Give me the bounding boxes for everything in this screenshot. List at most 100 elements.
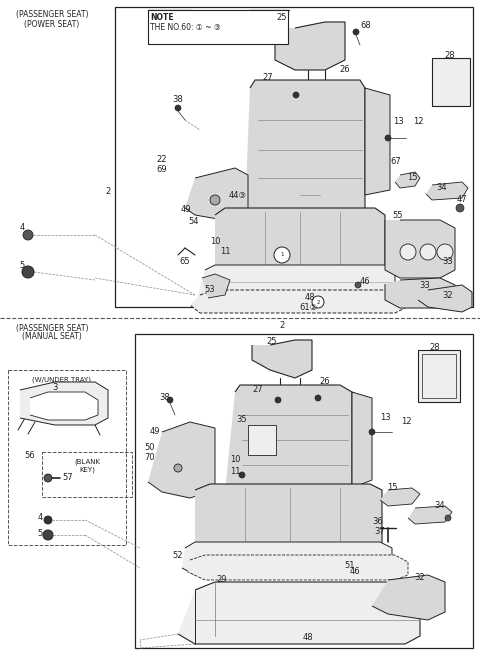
Circle shape [369, 429, 375, 435]
Text: 34: 34 [437, 184, 447, 192]
Text: (PASSENGER SEAT): (PASSENGER SEAT) [16, 323, 88, 333]
Text: 32: 32 [443, 291, 453, 300]
Circle shape [456, 204, 464, 212]
Text: 1: 1 [280, 253, 284, 258]
Text: 70: 70 [144, 453, 156, 462]
Text: NOTE: NOTE [150, 14, 174, 22]
Text: 25: 25 [277, 14, 287, 22]
Bar [135, 334, 473, 648]
Text: 48: 48 [305, 293, 315, 302]
Circle shape [293, 92, 299, 98]
PathPatch shape [202, 274, 230, 298]
PathPatch shape [245, 80, 365, 220]
PathPatch shape [275, 22, 345, 70]
Text: 35: 35 [237, 415, 247, 424]
Circle shape [43, 530, 53, 540]
Text: 56: 56 [24, 451, 36, 459]
Circle shape [355, 282, 361, 288]
Circle shape [437, 244, 453, 260]
Bar [42, 452, 132, 497]
Bar [422, 354, 456, 398]
PathPatch shape [385, 220, 455, 278]
Text: 33: 33 [443, 258, 454, 266]
Bar [248, 425, 276, 455]
PathPatch shape [195, 484, 382, 558]
Text: (BLANK: (BLANK [74, 459, 100, 465]
Text: 69: 69 [156, 165, 168, 174]
Text: 5: 5 [19, 260, 24, 270]
PathPatch shape [372, 575, 445, 620]
Circle shape [275, 397, 281, 403]
Text: 3: 3 [52, 384, 58, 392]
Text: 15: 15 [387, 483, 397, 493]
Text: 47: 47 [456, 195, 468, 205]
PathPatch shape [185, 168, 248, 222]
Circle shape [400, 244, 416, 260]
Text: 27: 27 [252, 386, 264, 394]
PathPatch shape [365, 88, 390, 195]
Text: THE NO.60: ① ~ ③: THE NO.60: ① ~ ③ [150, 24, 221, 33]
Text: 51: 51 [345, 562, 355, 571]
PathPatch shape [380, 488, 420, 506]
PathPatch shape [178, 582, 420, 644]
Circle shape [353, 29, 359, 35]
Text: (W/UNDER TRAY): (W/UNDER TRAY) [33, 377, 92, 383]
Circle shape [22, 266, 34, 278]
Text: 49: 49 [181, 205, 191, 215]
PathPatch shape [148, 422, 215, 498]
PathPatch shape [190, 290, 405, 313]
Circle shape [167, 397, 173, 403]
Text: 33: 33 [420, 281, 431, 289]
Circle shape [44, 474, 52, 482]
Text: 67: 67 [391, 157, 401, 167]
Text: 29: 29 [217, 575, 227, 584]
Circle shape [385, 135, 391, 141]
PathPatch shape [252, 340, 312, 378]
Text: 13: 13 [393, 117, 403, 127]
Text: 26: 26 [340, 66, 350, 75]
Text: 44③: 44③ [229, 190, 247, 199]
Text: 4: 4 [37, 514, 43, 522]
Text: 10: 10 [210, 237, 220, 247]
Text: 52: 52 [173, 550, 183, 560]
Circle shape [445, 515, 451, 521]
Text: 28: 28 [430, 344, 440, 352]
PathPatch shape [195, 265, 395, 310]
Text: 2: 2 [106, 188, 110, 197]
Text: 46: 46 [350, 567, 360, 577]
Text: 32: 32 [415, 573, 425, 583]
Text: 15: 15 [407, 173, 417, 182]
PathPatch shape [385, 278, 455, 308]
PathPatch shape [30, 392, 98, 420]
Circle shape [175, 105, 181, 111]
Text: 12: 12 [401, 417, 411, 426]
Text: 27: 27 [263, 73, 273, 83]
Text: 10: 10 [230, 455, 240, 464]
Circle shape [274, 247, 290, 263]
Text: 11: 11 [220, 247, 230, 256]
PathPatch shape [225, 385, 352, 500]
PathPatch shape [215, 208, 385, 278]
Text: 57: 57 [62, 474, 72, 483]
Text: 46: 46 [360, 277, 370, 287]
Text: 34: 34 [435, 501, 445, 510]
Text: 65: 65 [180, 258, 190, 266]
PathPatch shape [188, 555, 408, 580]
PathPatch shape [395, 172, 420, 188]
Circle shape [44, 516, 52, 524]
Text: 38: 38 [173, 96, 183, 104]
PathPatch shape [182, 542, 392, 575]
Bar [418, 350, 460, 402]
Text: 61②: 61② [299, 304, 317, 312]
Text: 2: 2 [279, 321, 285, 329]
Circle shape [210, 195, 220, 205]
Circle shape [312, 296, 324, 308]
Bar [148, 10, 288, 44]
Text: 50: 50 [145, 443, 155, 453]
Bar [8, 370, 126, 545]
PathPatch shape [426, 182, 468, 200]
Text: 26: 26 [320, 377, 330, 386]
Text: 22: 22 [157, 155, 167, 165]
Text: 5: 5 [37, 529, 43, 537]
PathPatch shape [418, 285, 472, 312]
